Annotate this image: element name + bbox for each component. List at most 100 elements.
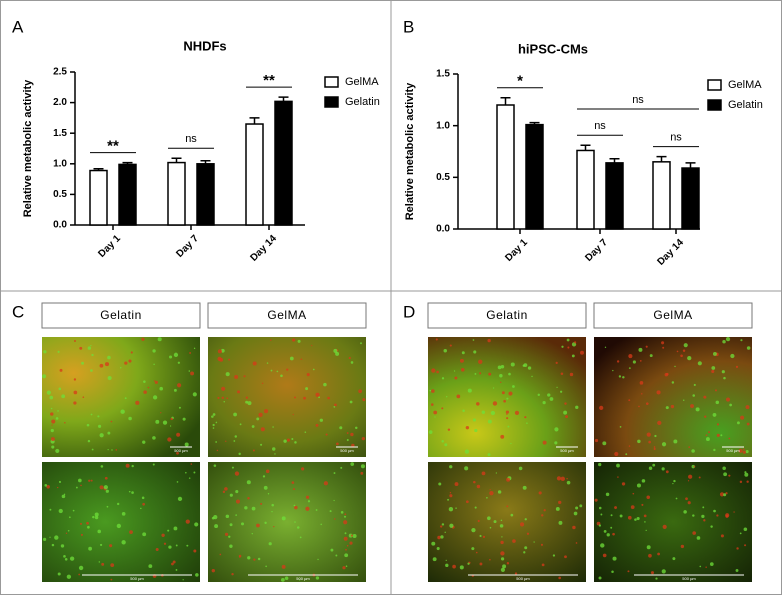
- cell-speck: [612, 369, 614, 372]
- cell-speck: [739, 480, 743, 484]
- cell-speck: [636, 483, 641, 488]
- cell-speck: [541, 563, 545, 567]
- error-bar: [685, 162, 696, 169]
- error-bar: [200, 159, 211, 164]
- cell-speck: [110, 563, 115, 568]
- cell-speck: [692, 394, 696, 397]
- cell-speck: [215, 441, 217, 443]
- cell-speck: [614, 506, 618, 510]
- cell-speck: [441, 440, 444, 443]
- cell-speck: [154, 380, 158, 384]
- cell-speck: [246, 480, 251, 485]
- cell-speck: [231, 466, 234, 469]
- cell-speck: [51, 543, 55, 547]
- cell-speck: [712, 351, 717, 356]
- cell-speck: [683, 510, 687, 514]
- x-tick-label: Day 14: [655, 237, 686, 268]
- column-header: Gelatin: [100, 308, 142, 322]
- cell-speck: [69, 556, 75, 561]
- cell-speck: [307, 500, 311, 503]
- cell-speck: [627, 515, 632, 520]
- cell-speck: [157, 337, 162, 342]
- cell-speck: [526, 422, 528, 424]
- micrograph: [208, 462, 366, 582]
- cell-speck: [500, 567, 505, 572]
- cell-speck: [280, 374, 283, 378]
- cell-speck: [315, 423, 319, 427]
- cell-speck: [500, 381, 502, 383]
- cell-speck: [507, 425, 510, 428]
- cell-speck: [533, 541, 535, 543]
- cell-speck: [120, 409, 125, 414]
- cell-speck: [162, 420, 168, 425]
- cell-speck: [233, 440, 236, 442]
- cell-speck: [238, 554, 242, 558]
- cell-speck: [46, 390, 51, 395]
- cell-speck: [315, 392, 320, 397]
- cell-speck: [500, 540, 504, 545]
- cell-speck: [654, 434, 657, 438]
- cell-speck: [645, 402, 649, 406]
- cell-speck: [728, 437, 731, 440]
- cell-speck: [434, 416, 436, 418]
- cell-speck: [44, 484, 48, 487]
- cell-speck: [263, 409, 269, 414]
- cell-speck: [101, 562, 105, 566]
- cell-speck: [111, 449, 113, 451]
- cell-speck: [100, 465, 104, 468]
- cell-speck: [228, 358, 231, 361]
- cell-speck: [656, 390, 661, 395]
- cell-speck: [344, 513, 347, 516]
- legend-label: GelMA: [728, 79, 762, 91]
- cell-speck: [650, 571, 655, 575]
- cell-speck: [355, 426, 358, 430]
- cell-speck: [471, 547, 475, 551]
- cell-speck: [646, 432, 651, 437]
- y-tick-label: 2.5: [53, 67, 67, 78]
- cell-speck: [444, 443, 448, 447]
- cell-speck: [360, 471, 364, 475]
- cell-speck: [152, 463, 155, 466]
- cell-speck: [614, 451, 619, 457]
- cell-speck: [720, 434, 723, 437]
- cell-speck: [323, 481, 329, 486]
- cell-speck: [543, 509, 546, 512]
- cell-speck: [705, 434, 708, 436]
- legend-swatch: [324, 96, 339, 108]
- error-bar: [656, 155, 667, 162]
- cell-speck: [537, 393, 540, 396]
- cell-speck: [474, 506, 477, 509]
- cell-speck: [473, 350, 477, 354]
- cell-speck: [566, 480, 571, 485]
- cell-speck: [51, 424, 53, 426]
- cell-speck: [646, 495, 651, 500]
- cell-speck: [735, 365, 739, 368]
- cell-speck: [728, 474, 731, 477]
- cell-speck: [348, 356, 351, 360]
- cell-speck: [87, 439, 91, 443]
- cell-speck: [289, 356, 294, 361]
- cell-speck: [540, 543, 544, 546]
- cell-speck: [333, 499, 335, 502]
- cell-speck: [360, 342, 362, 345]
- cell-speck: [333, 406, 336, 408]
- cell-speck: [482, 535, 486, 538]
- cell-speck: [92, 515, 95, 519]
- cell-speck: [524, 518, 527, 521]
- cell-speck: [173, 526, 178, 531]
- cell-speck: [344, 553, 349, 558]
- cell-speck: [653, 447, 656, 451]
- cell-speck: [673, 439, 678, 444]
- cell-speck: [315, 576, 320, 580]
- cell-speck: [471, 528, 476, 533]
- cell-speck: [510, 442, 512, 445]
- cell-speck: [142, 440, 146, 444]
- cell-speck: [478, 359, 483, 365]
- cell-speck: [602, 553, 607, 558]
- bar: [605, 162, 624, 230]
- cell-speck: [342, 566, 346, 570]
- cell-speck: [339, 426, 343, 430]
- cell-speck: [716, 433, 720, 437]
- cell-speck: [107, 375, 112, 381]
- cell-speck: [696, 536, 701, 540]
